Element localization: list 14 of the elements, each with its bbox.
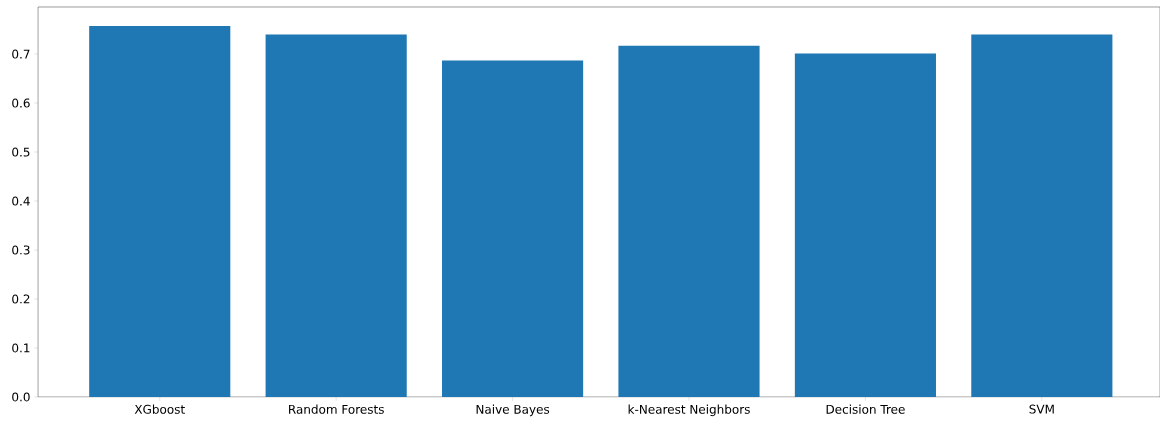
y-tick-label: 0.2 [12, 294, 30, 304]
y-tick-label: 0.5 [12, 147, 30, 157]
y-tick-label: 0.3 [12, 245, 30, 255]
y-tick-label: 0.0 [12, 392, 30, 402]
x-tick-label: XGboost [134, 404, 185, 414]
x-tick-label: Decision Tree [826, 404, 905, 414]
y-tick-label: 0.6 [12, 98, 30, 108]
x-tick-label: Naive Bayes [476, 404, 550, 417]
x-tick-label: k-Nearest Neighbors [628, 404, 750, 417]
y-tick-label: 0.4 [12, 196, 30, 206]
y-tick-label: 0.7 [12, 49, 30, 59]
y-tick-label: 0.1 [12, 343, 30, 353]
x-tick-label: SVM [1029, 404, 1054, 414]
x-tick-label: Random Forests [289, 404, 384, 414]
